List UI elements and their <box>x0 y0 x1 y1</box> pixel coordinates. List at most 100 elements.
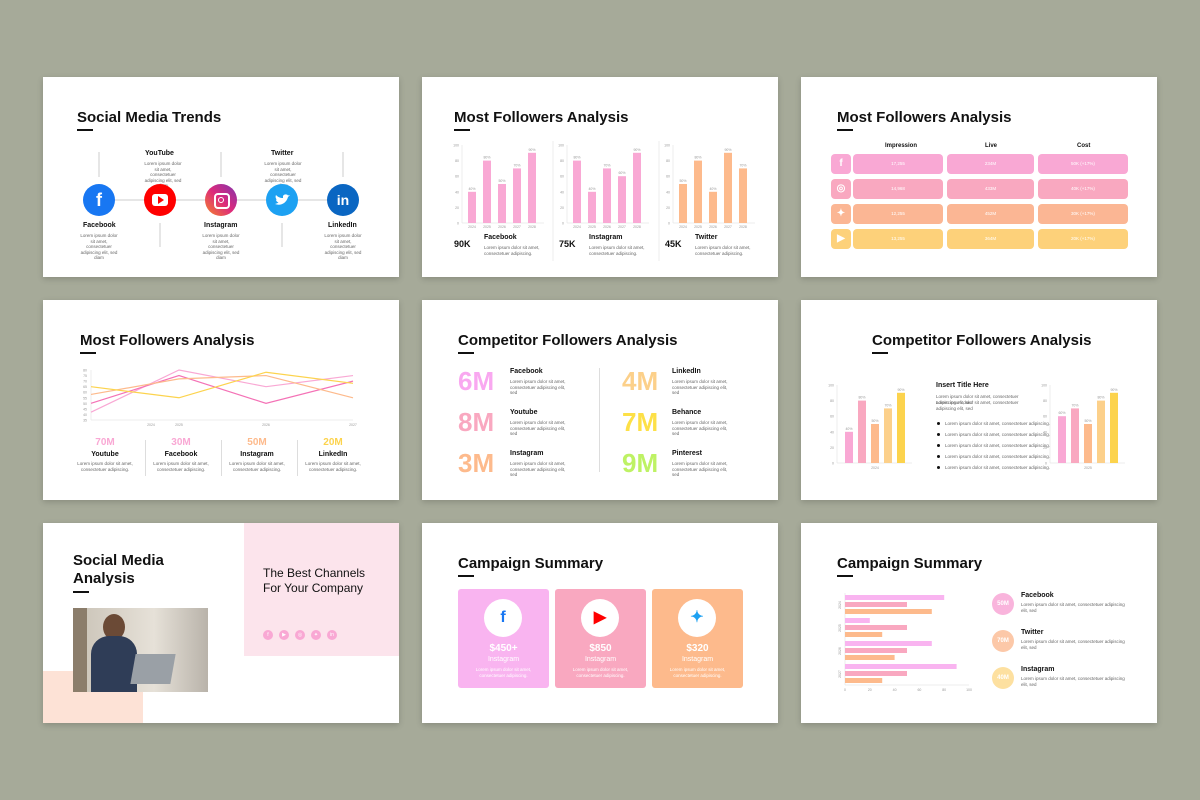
series-line <box>90 374 354 404</box>
stat-value: 45K <box>665 239 682 249</box>
data-label: 40% <box>709 187 716 191</box>
slide-social-media-trends[interactable]: Social Media Trends YouTube Lorem ipsum … <box>43 77 399 277</box>
slide-most-followers-bars[interactable]: Most Followers Analysis 100 80 60 40 20 0 40% 2… <box>422 77 778 277</box>
stat-name: Twitter <box>695 234 718 241</box>
campaign-card[interactable]: ▶ $850 Instagram Lorem ipsum dolor sit amet… <box>555 589 646 688</box>
column-divider <box>599 368 600 472</box>
card-name: Instagram <box>681 656 714 663</box>
stat-value: 70M <box>95 437 115 448</box>
bar <box>709 191 717 223</box>
slide-title: Campaign Summary <box>837 555 983 572</box>
y-tick-label: 60 <box>455 175 459 179</box>
youtube-icon[interactable] <box>144 184 176 216</box>
table-cell: 50K (+17%) <box>1038 154 1128 174</box>
x-tick-label: 2027 <box>724 225 732 229</box>
card-value: $450+ <box>489 643 518 654</box>
y-tick-label: 40 <box>560 190 564 194</box>
card-name: Instagram <box>584 656 617 663</box>
item-name: Facebook <box>1021 592 1054 599</box>
linkedin-icon[interactable]: in <box>327 630 337 640</box>
card-desc: Lorem ipsum dolor sit amet, consectetuer… <box>572 667 629 678</box>
data-label: 80% <box>483 156 490 160</box>
stat-value: 6M <box>458 366 495 396</box>
title-underline <box>80 352 96 354</box>
twitter-icon[interactable]: ✦ <box>311 630 321 640</box>
stat-desc: Lorem ipsum dolor sit amet, consectetuer… <box>510 420 566 436</box>
youtube-icon: ▶ <box>581 599 619 637</box>
slide-campaign-summary-cards[interactable]: Campaign Summary f $450+ Instagram Lorem ip… <box>422 523 778 723</box>
y-tick-label: 50 <box>83 402 87 406</box>
stat-value: 20M <box>323 437 343 448</box>
slide-title: Most Followers Analysis <box>454 109 629 126</box>
stat-divider <box>297 440 298 476</box>
bar <box>1110 392 1118 463</box>
slide-competitor-followers[interactable]: Competitor Followers Analysis 6M Facebook… <box>422 300 778 500</box>
stat-value: 30M <box>171 437 191 448</box>
youtube-icon[interactable]: ▶ <box>831 229 851 249</box>
stat-value: 7M <box>622 407 659 437</box>
campaign-card[interactable]: f $450+ Instagram Lorem ipsum dolor sit ame… <box>458 589 549 688</box>
table-cell: 40K (+17%) <box>1038 179 1128 199</box>
slide-campaign-summary-bars[interactable]: Campaign Summary 0 20 40 60 80 100 2024 2025 202… <box>801 523 1157 723</box>
data-label: 90% <box>897 388 904 392</box>
stat-name: Instagram <box>240 451 274 458</box>
instagram-icon[interactable]: ◎ <box>831 179 851 199</box>
facebook-icon[interactable]: f <box>831 154 851 174</box>
youtube-icon[interactable]: ▶ <box>279 630 289 640</box>
bullet-dot <box>937 422 940 425</box>
facebook-icon[interactable]: f <box>83 184 115 216</box>
slide-most-followers-table[interactable]: Most Followers Analysis Impression Live … <box>801 77 1157 277</box>
table-cell: 433M <box>947 179 1034 199</box>
data-label: 70% <box>513 163 520 167</box>
x-tick-label: 2024 <box>573 225 581 229</box>
y-tick-label: 80 <box>83 369 87 373</box>
twitter-icon[interactable] <box>266 184 298 216</box>
slide-most-followers-lines[interactable]: Most Followers Analysis 80 75 70 65 60 55 50 45… <box>43 300 399 500</box>
bar <box>528 152 536 223</box>
bar <box>845 655 895 660</box>
data-label: 90% <box>724 148 731 152</box>
x-tick-label: 2024 <box>468 225 476 229</box>
stat-value: 3M <box>458 448 495 478</box>
item-desc: Lorem ipsum dolor sit amet, consectetuer… <box>1021 676 1125 687</box>
bullet-dot <box>937 433 940 436</box>
stat-name: Facebook <box>484 234 517 241</box>
card-desc: Lorem ipsum dolor sit amet, consectetuer… <box>669 667 726 678</box>
x-tick-label: 2027 <box>349 423 357 427</box>
twitter-icon[interactable]: ✦ <box>831 204 851 224</box>
facebook-icon[interactable]: f <box>263 630 273 640</box>
bar <box>618 176 626 223</box>
item-name: Twitter <box>1021 629 1044 636</box>
y-tick-label: 80 <box>1043 399 1047 403</box>
y-tick-label: 20 <box>666 206 670 210</box>
data-label: 60% <box>1058 411 1065 415</box>
slide-competitor-bars[interactable]: Competitor Followers Analysis 100 80 60 40 2… <box>801 300 1157 500</box>
header-impression: Impression <box>885 143 918 149</box>
stat-desc: Lorem ipsum dolor sit amet, consectetuer… <box>77 461 133 472</box>
campaign-card[interactable]: ✦ $320 Instagram Lorem ipsum dolor sit amet… <box>652 589 743 688</box>
y-tick-label: 40 <box>455 190 459 194</box>
card-name: Instagram <box>487 656 520 663</box>
x-tick-label: 2025 <box>483 225 491 229</box>
instagram-icon[interactable] <box>205 184 237 216</box>
data-label: 50% <box>871 419 878 423</box>
title-underline <box>454 129 470 131</box>
label-youtube: YouTube <box>145 150 174 157</box>
bullet-text: Lorem ipsum dolor sit amet, consectetuer… <box>945 454 1051 459</box>
y-tick-label: 80 <box>455 159 459 163</box>
y-tick-label: 60 <box>830 415 834 419</box>
stat-desc: Lorem ipsum dolor sit amet, consectetuer… <box>672 420 728 436</box>
y-tick-label: 80 <box>830 399 834 403</box>
data-label: 40% <box>845 427 852 431</box>
slide-title: Social Media Trends <box>77 109 222 126</box>
instagram-icon[interactable]: ◎ <box>295 630 305 640</box>
linkedin-icon[interactable]: in <box>327 184 359 216</box>
bar <box>1058 416 1066 463</box>
series-line <box>90 369 354 413</box>
stat-desc: Lorem ipsum dolor sit amet, consectetuer… <box>305 461 361 472</box>
stat-desc: Lorem ipsum dolor sit amet, consectetuer… <box>229 461 285 472</box>
series-line <box>90 374 354 399</box>
table-cell: 30K (+17%) <box>1038 204 1128 224</box>
item-name: Instagram <box>1021 666 1055 673</box>
slide-social-media-analysis[interactable]: Social Media Analysis The Best Channels … <box>43 523 399 723</box>
